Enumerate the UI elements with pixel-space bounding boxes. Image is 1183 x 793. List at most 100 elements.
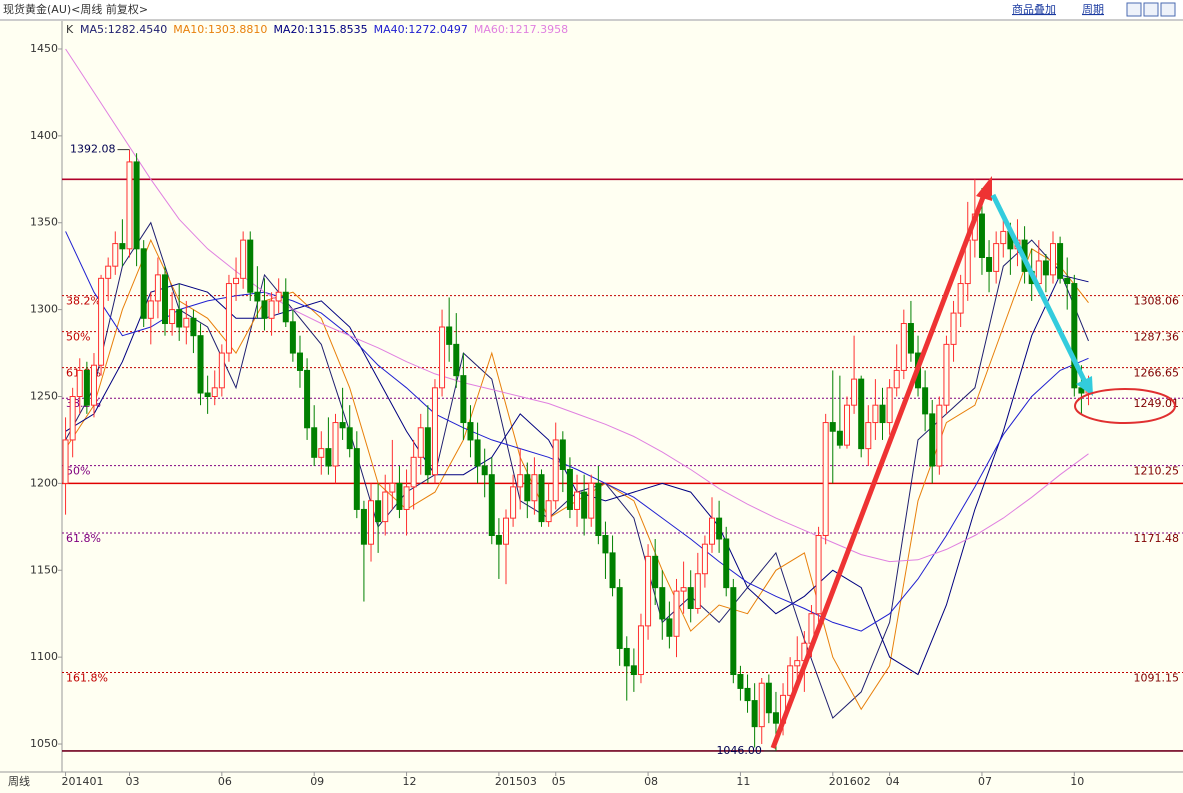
down-arrow-head xyxy=(1076,376,1093,396)
candle-body xyxy=(211,387,218,397)
candle-body xyxy=(986,256,993,272)
candle-body xyxy=(680,587,687,592)
candle-body xyxy=(943,343,950,406)
y-tick-label: 1200 xyxy=(30,476,58,489)
candle-body xyxy=(886,387,893,424)
y-tick-label: 1100 xyxy=(30,650,58,663)
candle-body xyxy=(360,508,367,545)
candle-body xyxy=(289,321,296,354)
candle-body xyxy=(865,422,872,450)
candle-body xyxy=(204,392,211,397)
icon-restore[interactable] xyxy=(1143,2,1159,17)
fib-pct: 50% xyxy=(66,331,90,344)
candle-body xyxy=(424,427,431,476)
candle-body xyxy=(183,317,190,328)
fib-value: 1210.25 xyxy=(1134,465,1180,478)
candle-body xyxy=(467,422,474,441)
candle-body xyxy=(566,468,573,510)
candle-body xyxy=(90,364,97,406)
toolbar-icons xyxy=(1126,2,1176,17)
candle-body xyxy=(403,486,410,510)
candle-body xyxy=(538,474,545,523)
fib-value: 1266.65 xyxy=(1134,367,1180,380)
candle-body xyxy=(701,543,708,575)
legend-entry: MA60:1217.3958 xyxy=(474,23,568,36)
candle-body xyxy=(922,387,929,415)
candle-body xyxy=(1049,243,1056,276)
candle-body xyxy=(978,213,985,258)
candle-body xyxy=(119,243,126,250)
icon-back[interactable] xyxy=(1126,2,1142,17)
y-tick-label: 1250 xyxy=(30,390,58,403)
candle-body xyxy=(62,439,69,484)
y-tick-label: 1400 xyxy=(30,129,58,142)
candle-body xyxy=(453,343,460,377)
candle-body xyxy=(872,404,879,424)
candle-body xyxy=(439,326,446,389)
candle-body xyxy=(694,573,701,609)
candle-body xyxy=(318,448,325,458)
candle-body xyxy=(531,474,538,502)
candle-body xyxy=(154,274,161,302)
candle-body xyxy=(190,317,197,337)
candle-body xyxy=(616,587,623,649)
candle-body xyxy=(389,482,396,493)
down-trend-arrow xyxy=(990,193,1088,384)
chart-title: 现货黄金(AU)<周线 前复权> xyxy=(3,2,148,16)
icon-forward[interactable] xyxy=(1160,2,1176,17)
candle-body xyxy=(730,587,737,676)
candle-body xyxy=(218,352,225,389)
fib-value: 1249.01 xyxy=(1134,397,1180,410)
x-tick-label: 12 xyxy=(403,775,417,788)
candle-body xyxy=(460,375,467,424)
x-tick-label: 10 xyxy=(1070,775,1084,788)
candle-body xyxy=(396,482,403,510)
candle-body xyxy=(659,587,666,620)
candle-body xyxy=(602,535,609,554)
x-tick-label: 11 xyxy=(736,775,750,788)
y-tick-label: 1300 xyxy=(30,303,58,316)
candle-body xyxy=(197,335,204,394)
fib-pct: 61.8% xyxy=(66,532,101,545)
candle-body xyxy=(332,422,339,467)
x-tick-label: 05 xyxy=(552,775,566,788)
candle-body xyxy=(794,660,801,667)
candle-body xyxy=(446,326,453,345)
candle-body xyxy=(375,500,382,523)
candle-body xyxy=(630,665,637,676)
candle-body xyxy=(581,491,588,519)
candle-body xyxy=(268,300,275,319)
candle-body xyxy=(481,465,488,476)
annotation-label: 1046.00 xyxy=(716,744,762,757)
candle-body xyxy=(176,309,183,328)
candle-body xyxy=(225,283,232,354)
x-tick-label: 201503 xyxy=(495,775,537,788)
candle-body xyxy=(247,239,254,293)
candle-body xyxy=(559,439,566,470)
candle-body xyxy=(147,300,154,319)
drawn-annotations xyxy=(770,176,1176,749)
y-tick-label: 1050 xyxy=(30,737,58,750)
legend-entry: MA5:1282.4540 xyxy=(80,23,167,36)
toolbar-overlay[interactable]: 商品叠加 xyxy=(1012,2,1056,16)
candle-body xyxy=(687,587,694,609)
candle-body xyxy=(623,647,630,667)
candle-body xyxy=(169,309,176,325)
candle-body xyxy=(1042,260,1049,276)
candle-body xyxy=(1057,243,1064,279)
candle-body xyxy=(929,413,936,467)
candle-body xyxy=(829,422,836,432)
up-trend-arrow xyxy=(770,191,988,749)
chart-background xyxy=(0,21,1183,793)
candle-body xyxy=(907,323,914,354)
x-tick-label: 07 xyxy=(978,775,992,788)
candle-body xyxy=(98,277,105,366)
candle-body xyxy=(240,239,247,279)
candle-body xyxy=(112,243,119,267)
legend-k: K xyxy=(66,23,74,36)
candle-body xyxy=(382,491,389,523)
toolbar-period[interactable]: 周期 xyxy=(1082,3,1104,16)
candle-body xyxy=(368,500,375,545)
candle-body xyxy=(296,352,303,371)
